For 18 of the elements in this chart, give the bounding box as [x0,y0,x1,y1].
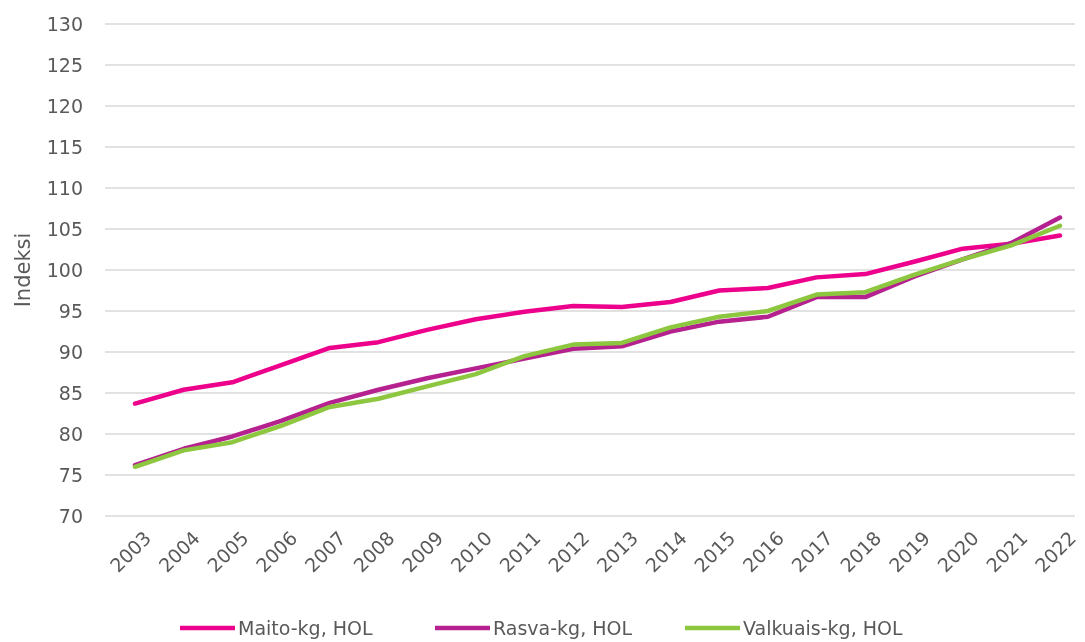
y-tick-label: 95 [58,299,83,322]
legend-label: Maito-kg, HOL [238,616,373,639]
y-tick-label: 105 [46,217,83,240]
y-axis-title: Indeksi [11,232,35,308]
y-tick-label: 70 [58,504,83,527]
y-tick-label: 90 [58,340,83,363]
y-tick-label: 110 [46,176,83,199]
y-tick-label: 100 [46,258,83,281]
y-tick-label: 120 [46,94,83,117]
y-tick-label: 115 [46,135,83,158]
line-series [132,233,1063,406]
y-tick-label: 75 [58,463,83,486]
y-tick-label: 125 [46,53,83,76]
y-tick-label: 130 [46,12,83,35]
y-tick-label: 85 [58,381,83,404]
legend-label: Valkuais-kg, HOL [743,616,903,639]
legend-label: Rasva-kg, HOL [493,616,633,639]
y-tick-label: 80 [58,422,83,445]
